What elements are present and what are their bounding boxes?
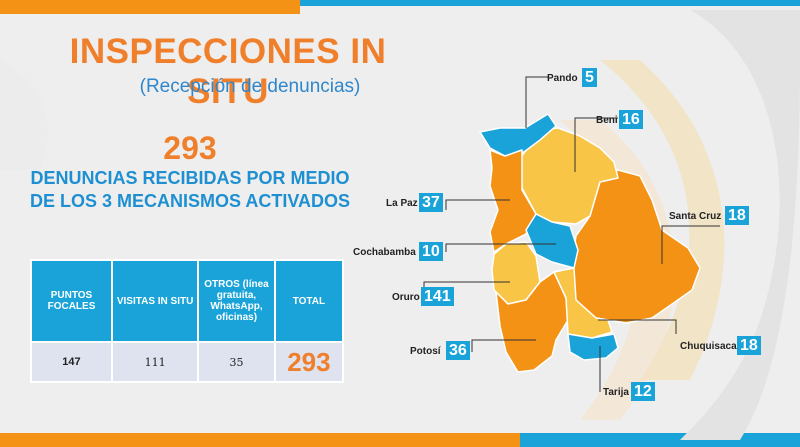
label-beni: Beni [596, 115, 618, 126]
map-cochabamba [525, 213, 579, 269]
header-visitas-in-situ: VISITAS IN SITU [110, 259, 200, 343]
leader-potosi [471, 339, 536, 352]
header-total: TOTAL [273, 259, 345, 343]
value-la-paz: 37 [419, 193, 443, 212]
map-tarija [567, 333, 619, 361]
leader-cochabamba [445, 243, 556, 252]
value-santa-cruz: 18 [725, 206, 749, 225]
label-potosi: Potosí [410, 346, 441, 357]
header-puntos-focales: PUNTOS FOCALES [30, 259, 113, 343]
value-potosi: 36 [446, 341, 470, 360]
label-la-paz: La Paz [386, 198, 418, 209]
page-title: INSPECCIONES IN SITU [69, 32, 387, 111]
label-pando: Pando [547, 73, 578, 84]
value-chuquisaca: 18 [737, 336, 761, 355]
leader-la-paz [445, 199, 510, 210]
header-otros: OTROS (línea gratuita, WhatsApp, oficina… [197, 259, 276, 343]
label-cochabamba: Cochabamba [353, 247, 416, 258]
top-accent-bar [0, 0, 800, 14]
map-pando [479, 113, 557, 157]
cell-visitas-in-situ: 111 [110, 341, 200, 383]
cell-otros: 35 [197, 341, 276, 383]
cell-total: 293 [273, 341, 345, 383]
table-row: 147 111 35 293 [30, 341, 345, 383]
leader-pando [525, 76, 548, 128]
label-chuquisaca: Chuquisaca [680, 341, 737, 352]
leader-santa-cruz [661, 225, 720, 264]
value-tarija: 12 [631, 382, 655, 401]
total-complaints: 293 [163, 130, 217, 166]
leader-beni [574, 117, 618, 172]
value-cochabamba: 10 [419, 242, 443, 261]
page-subtitle: (Recepción de denuncias) [139, 76, 361, 97]
value-oruro: 141 [421, 287, 454, 306]
label-tarija: Tarija [603, 387, 629, 398]
cell-puntos-focales: 147 [30, 341, 113, 383]
mechanisms-table: PUNTOS FOCALES VISITAS IN SITU OTROS (lí… [30, 259, 345, 383]
value-beni: 16 [619, 110, 643, 129]
map-chuquisaca [553, 267, 613, 339]
complaints-description: DENUNCIAS RECIBIDAS POR MEDIO DE LOS 3 M… [29, 168, 351, 211]
leader-chuquisaca [598, 319, 677, 334]
value-pando: 5 [582, 68, 597, 87]
label-oruro: Oruro [392, 292, 420, 303]
map-potosi [495, 271, 569, 373]
label-santa-cruz: Santa Cruz [669, 211, 722, 222]
